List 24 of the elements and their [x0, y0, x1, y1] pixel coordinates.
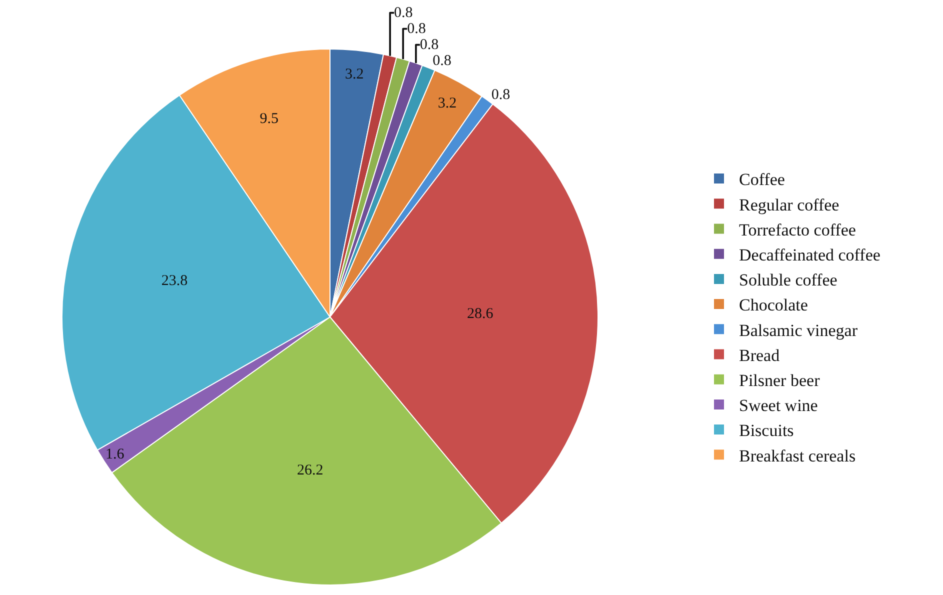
legend-label: Coffee — [739, 170, 785, 190]
legend-label: Sweet wine — [739, 396, 818, 416]
data-label: 0.8 — [432, 52, 452, 69]
legend-label: Pilsner beer — [739, 370, 820, 390]
data-label: 0.8 — [491, 86, 510, 103]
data-label: 0.8 — [420, 36, 439, 53]
legend-label: Regular coffee — [739, 195, 840, 214]
data-label: 3.2 — [345, 66, 364, 83]
legend-label: Breakfast cereals — [739, 446, 856, 466]
data-label: 28.6 — [467, 306, 494, 322]
data-label: 3.2 — [438, 95, 457, 112]
data-label: 1.6 — [105, 446, 125, 463]
legend-label: Soluble coffee — [739, 270, 838, 290]
legend-label: Balsamic vinegar — [739, 320, 858, 340]
data-label: 9.5 — [260, 110, 279, 127]
legend-label: Torrefacto coffee — [739, 220, 856, 240]
data-label: 0.8 — [394, 4, 413, 21]
legend-label: Chocolate — [739, 296, 808, 315]
data-label: 26.2 — [297, 462, 324, 478]
legend-label: Bread — [739, 346, 780, 365]
data-label: 23.8 — [161, 273, 188, 289]
legend-label: Decaffeinated coffee — [739, 245, 880, 264]
data-label: 0.8 — [407, 20, 426, 37]
legend-label: Biscuits — [739, 421, 794, 440]
